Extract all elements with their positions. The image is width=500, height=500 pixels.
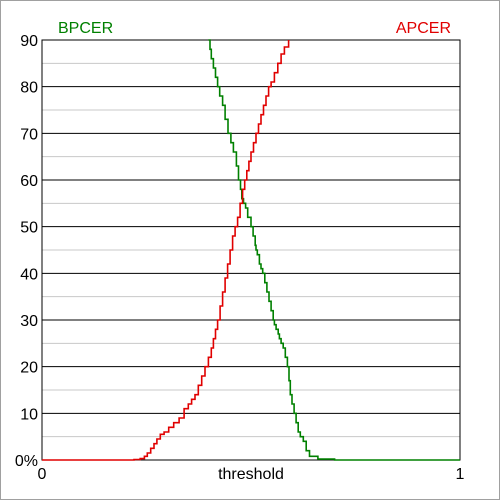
y-tick-label: 0% bbox=[15, 453, 38, 470]
series-line-bpcer bbox=[208, 39, 460, 461]
y-tick-label: 90 bbox=[20, 33, 38, 50]
y-tick-label: 40 bbox=[20, 266, 38, 283]
series-line-apcer bbox=[42, 40, 290, 461]
legend-apcer: APCER bbox=[396, 20, 451, 37]
y-tick-label: 70 bbox=[20, 126, 38, 143]
y-tick-label: 10 bbox=[20, 406, 38, 423]
x-axis-label: threshold bbox=[218, 466, 284, 483]
y-tick-label: 60 bbox=[20, 173, 38, 190]
y-tick-label: 50 bbox=[20, 220, 38, 237]
tick-labels: 0% 10 20 30 40 50 60 70 80 90 0 1 bbox=[15, 33, 465, 483]
y-tick-label: 30 bbox=[20, 313, 38, 330]
grid-layer bbox=[42, 62, 460, 438]
y-tick-label: 20 bbox=[20, 360, 38, 377]
x-tick-label: 1 bbox=[456, 466, 465, 483]
plot-area-border bbox=[41, 39, 461, 461]
y-tick-label: 80 bbox=[20, 80, 38, 97]
x-tick-label: 0 bbox=[38, 466, 47, 483]
legend-bpcer: BPCER bbox=[58, 20, 113, 37]
series-layer bbox=[42, 39, 460, 461]
